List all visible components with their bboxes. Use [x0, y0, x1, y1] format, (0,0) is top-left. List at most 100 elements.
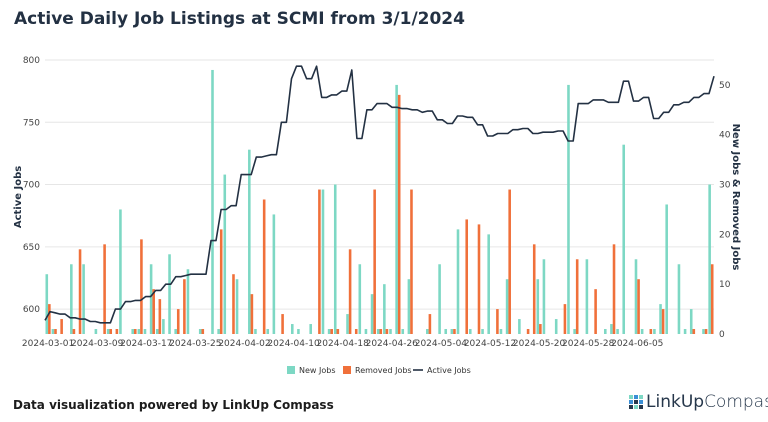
removed-jobs-bar[interactable] — [428, 314, 432, 334]
new-jobs-bar[interactable] — [554, 319, 558, 334]
new-jobs-bar[interactable] — [346, 314, 349, 334]
removed-jobs-bar[interactable] — [318, 189, 321, 334]
removed-jobs-bar[interactable] — [692, 329, 696, 334]
new-jobs-bar[interactable] — [217, 329, 220, 334]
new-jobs-bar[interactable] — [370, 294, 374, 334]
removed-jobs-bar[interactable] — [78, 249, 82, 334]
new-jobs-bar[interactable] — [610, 324, 613, 334]
removed-jobs-bar[interactable] — [201, 329, 205, 334]
new-jobs-bar[interactable] — [51, 329, 55, 334]
removed-jobs-bar[interactable] — [262, 199, 266, 334]
new-jobs-bar[interactable] — [45, 274, 49, 334]
removed-jobs-bar[interactable] — [336, 329, 340, 334]
new-jobs-bar[interactable] — [358, 264, 362, 334]
new-jobs-bar[interactable] — [683, 329, 687, 334]
removed-jobs-bar[interactable] — [348, 249, 352, 334]
new-jobs-bar[interactable] — [585, 259, 589, 334]
new-jobs-bar[interactable] — [327, 329, 331, 334]
removed-jobs-bar[interactable] — [465, 219, 469, 334]
new-jobs-bar[interactable] — [438, 264, 441, 334]
removed-jobs-bar[interactable] — [373, 189, 376, 334]
new-jobs-bar[interactable] — [162, 319, 165, 334]
removed-jobs-bar[interactable] — [539, 324, 542, 334]
removed-jobs-bar[interactable] — [612, 244, 616, 334]
new-jobs-bar[interactable] — [640, 329, 644, 334]
new-jobs-bar[interactable] — [536, 279, 540, 334]
new-jobs-bar[interactable] — [82, 264, 85, 334]
new-jobs-bar[interactable] — [155, 329, 159, 334]
new-jobs-bar[interactable] — [634, 259, 638, 334]
new-jobs-bar[interactable] — [677, 264, 681, 334]
removed-jobs-bar[interactable] — [594, 289, 597, 334]
removed-jobs-bar[interactable] — [508, 189, 511, 334]
new-jobs-bar[interactable] — [94, 329, 98, 334]
new-jobs-bar[interactable] — [487, 234, 490, 334]
brand-logo[interactable]: LinkUp Compass — [629, 392, 768, 412]
new-jobs-bar[interactable] — [444, 329, 448, 334]
new-jobs-bar[interactable] — [70, 264, 73, 334]
new-jobs-bar[interactable] — [235, 279, 239, 334]
removed-jobs-bar[interactable] — [563, 304, 567, 334]
new-jobs-bar[interactable] — [702, 329, 705, 334]
removed-jobs-bar[interactable] — [496, 309, 499, 334]
new-jobs-bar[interactable] — [456, 229, 460, 334]
removed-jobs-bar[interactable] — [385, 329, 389, 334]
new-jobs-bar[interactable] — [131, 329, 134, 334]
removed-jobs-bar[interactable] — [637, 279, 640, 334]
removed-jobs-bar[interactable] — [397, 94, 401, 334]
new-jobs-bar[interactable] — [376, 329, 380, 334]
removed-jobs-bar[interactable] — [152, 289, 155, 334]
new-jobs-bar[interactable] — [272, 214, 276, 334]
new-jobs-bar[interactable] — [604, 329, 607, 334]
new-jobs-bar[interactable] — [665, 204, 668, 334]
new-jobs-bar[interactable] — [426, 329, 429, 334]
new-jobs-bar[interactable] — [653, 329, 656, 334]
new-jobs-bar[interactable] — [106, 329, 110, 334]
removed-jobs-bar[interactable] — [532, 244, 536, 334]
removed-jobs-bar[interactable] — [649, 329, 653, 334]
removed-jobs-bar[interactable] — [710, 264, 714, 334]
removed-jobs-bar[interactable] — [54, 329, 57, 334]
new-jobs-bar[interactable] — [659, 304, 662, 334]
legend-new-jobs[interactable]: New Jobs — [287, 366, 336, 375]
removed-jobs-bar[interactable] — [140, 239, 143, 334]
new-jobs-bar[interactable] — [468, 329, 472, 334]
removed-jobs-bar[interactable] — [48, 304, 51, 334]
new-jobs-bar[interactable] — [567, 84, 570, 334]
new-jobs-bar[interactable] — [198, 329, 202, 334]
removed-jobs-bar[interactable] — [158, 299, 162, 334]
removed-jobs-bar[interactable] — [330, 329, 333, 334]
removed-jobs-bar[interactable] — [379, 329, 383, 334]
new-jobs-bar[interactable] — [518, 319, 521, 334]
removed-jobs-bar[interactable] — [661, 309, 665, 334]
new-jobs-bar[interactable] — [211, 69, 214, 335]
legend-removed-jobs[interactable]: Removed Jobs — [343, 366, 412, 375]
new-jobs-bar[interactable] — [622, 144, 626, 334]
removed-jobs-bar[interactable] — [72, 329, 76, 334]
removed-jobs-bar[interactable] — [704, 329, 708, 334]
removed-jobs-bar[interactable] — [250, 294, 254, 334]
new-jobs-bar[interactable] — [708, 184, 711, 334]
removed-jobs-bar[interactable] — [103, 244, 106, 334]
new-jobs-bar[interactable] — [505, 279, 509, 334]
new-jobs-bar[interactable] — [174, 329, 177, 334]
new-jobs-bar[interactable] — [266, 329, 270, 334]
removed-jobs-bar[interactable] — [575, 259, 579, 334]
new-jobs-bar[interactable] — [290, 324, 294, 334]
new-jobs-bar[interactable] — [389, 329, 392, 334]
new-jobs-bar[interactable] — [248, 149, 251, 334]
new-jobs-bar[interactable] — [542, 259, 546, 334]
new-jobs-bar[interactable] — [364, 329, 368, 334]
new-jobs-bar[interactable] — [223, 174, 227, 334]
removed-jobs-bar[interactable] — [109, 329, 113, 334]
new-jobs-bar[interactable] — [149, 264, 153, 334]
removed-jobs-bar[interactable] — [183, 279, 186, 334]
new-jobs-bar[interactable] — [481, 329, 484, 334]
new-jobs-bar[interactable] — [137, 329, 141, 334]
removed-jobs-bar[interactable] — [60, 319, 63, 334]
new-jobs-bar[interactable] — [616, 329, 619, 334]
removed-jobs-bar[interactable] — [410, 189, 413, 334]
new-jobs-bar[interactable] — [395, 84, 398, 334]
new-jobs-bar[interactable] — [407, 279, 411, 334]
new-jobs-bar[interactable] — [321, 189, 325, 334]
